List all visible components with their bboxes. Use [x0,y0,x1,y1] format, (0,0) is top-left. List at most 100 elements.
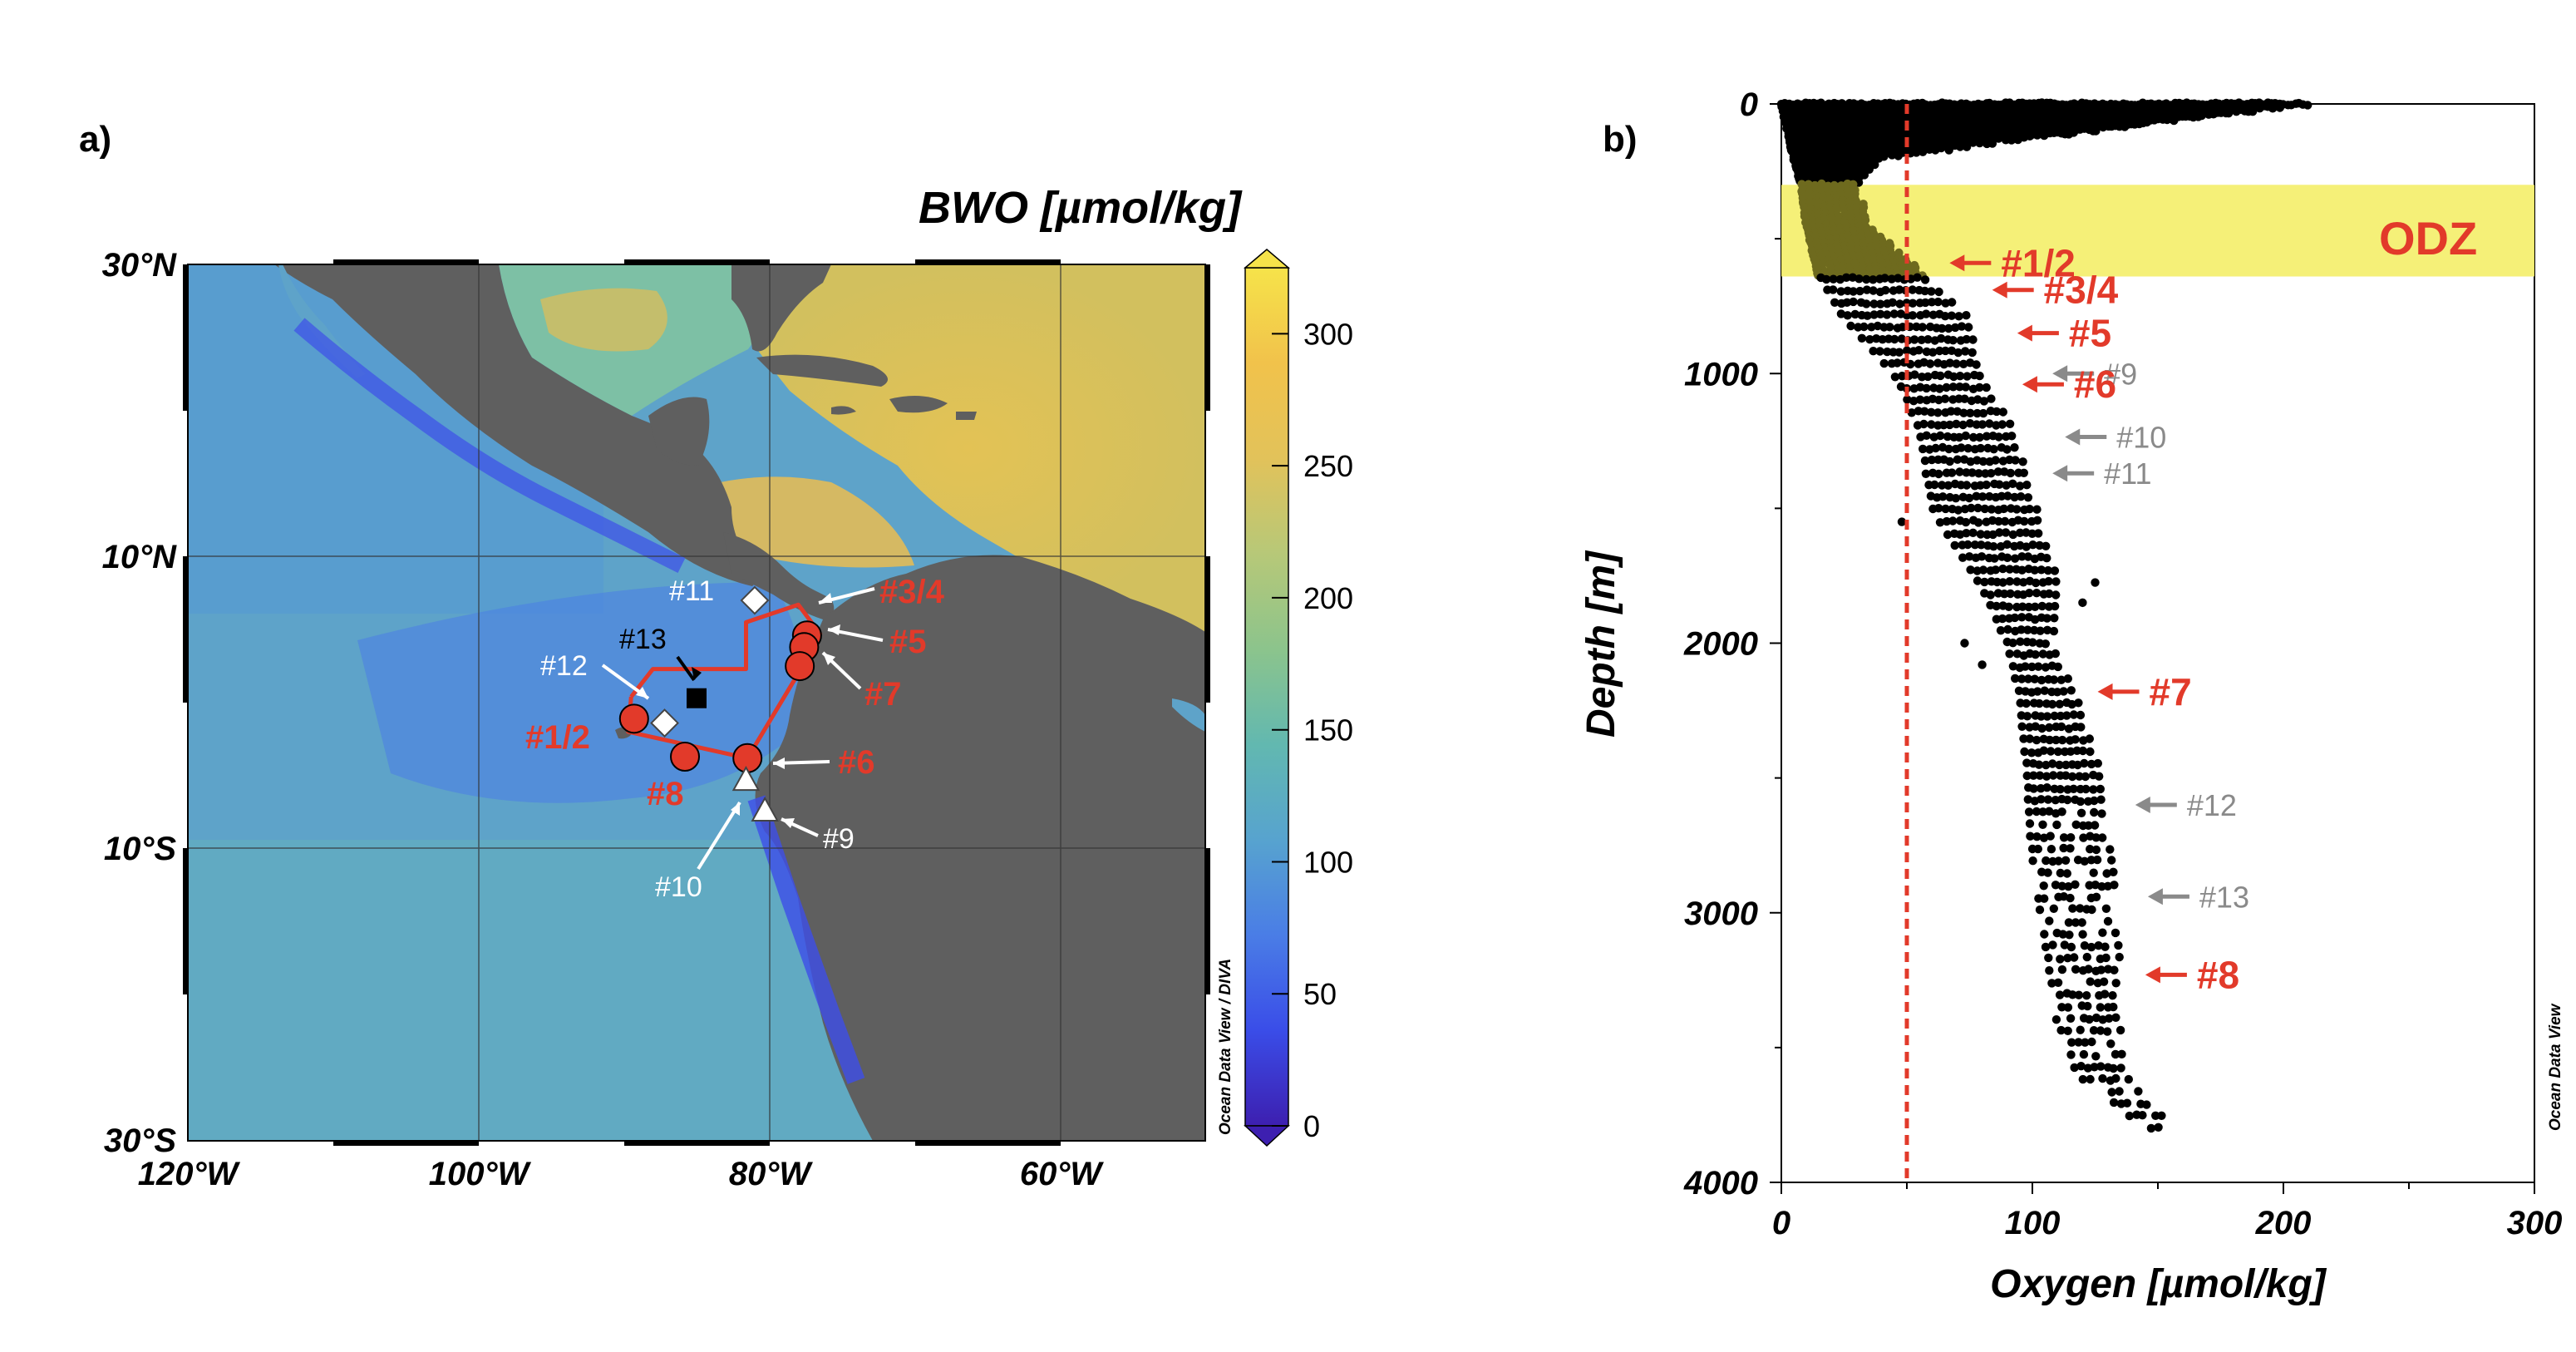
profile-point [2012,577,2022,586]
profile-point [2037,565,2046,575]
profile-point [2008,639,2017,648]
profile-point [2056,785,2065,794]
profile-point [2030,565,2039,575]
profile-point [2017,492,2026,501]
profile-point [2017,722,2027,731]
profile-point [2061,856,2071,866]
label-site-7: #7 [864,676,902,713]
profile-point [2044,953,2053,963]
colorbar-tick-label: 300 [1303,317,1353,351]
profile-point [2038,649,2047,659]
hispaniola [889,396,948,413]
profile-point [1930,480,1939,490]
profile-point [1961,382,1970,392]
profile-point [1920,407,1929,416]
profile-point [1960,394,1969,403]
profile-point [2004,602,2013,611]
profile-point [2022,771,2032,781]
profile-point [2042,554,2051,563]
profile-point [2048,940,2057,950]
profile-point-outlier [1897,517,1907,526]
site-marker-red [670,741,701,772]
depth-arrow-label: #10 [2116,420,2166,454]
profile-point [2066,1014,2076,1024]
profile-point [2027,529,2037,538]
profile-point [1931,443,1940,453]
profile-point [2042,541,2051,550]
profile-point [2071,880,2080,890]
profile-point [2010,492,2019,502]
profile-point [2025,131,2035,141]
profile-point [2025,734,2034,743]
colorbar-tick-label: 50 [1303,977,1337,1011]
profile-point [2224,109,2234,118]
profile-point [1987,505,1997,514]
profile-point [1968,432,1978,442]
profile-point [1952,359,1961,368]
depth-arrow-head [2097,683,2113,700]
profile-point [2002,553,2012,562]
profile-point [2076,904,2085,913]
profile-point [2032,516,2042,525]
profile-point [2066,747,2076,756]
profile-point [2032,832,2042,841]
profile-point [2038,820,2047,829]
profile-point [2078,930,2087,939]
profile-point [2035,771,2045,780]
profile-point [2033,687,2042,696]
profile-point [2096,784,2105,794]
profile-point [1973,408,1982,418]
oxygen-axis-title: Oxygen [µmol/kg] [1990,1262,2327,1306]
profile-point [2134,1087,2143,1096]
profile-point [1994,516,2003,526]
profile-point [2079,1049,2089,1059]
profile-point [2053,662,2062,672]
colorbar-tick-label: 250 [1303,449,1353,483]
profile-point [2078,746,2087,756]
profile-point [1962,142,1972,151]
profile-point [1922,309,1931,318]
profile-point [1957,443,1966,452]
lon-label-100w: 100°W [429,1156,532,1192]
colorbar-ticks: 300 250 200 150 100 50 0 [1272,317,1353,1143]
profile-point [2020,516,2029,526]
profile-point [1869,347,1878,356]
profile-point [1962,311,1971,320]
profile-point [1909,335,1919,344]
profile-point [1862,285,1872,294]
profile-point [2044,576,2053,586]
profile-point [1961,347,1970,356]
profile-point [2082,952,2091,962]
profile-point [2041,942,2051,952]
profile-point [2038,807,2047,817]
profile-point [2051,590,2061,600]
profile-point [2005,577,2014,586]
profile-point [1990,554,1999,563]
colorbar-title: BWO [µmol/kg] [919,183,1243,233]
profile-point [1968,468,1977,477]
profile-point [1951,494,1961,503]
profile-point [1953,455,1963,464]
profile-point [1927,407,1936,417]
profile-point [2035,905,2045,915]
profile-point [1962,334,1971,344]
profile-point [1859,322,1869,332]
profile-point [2096,1003,2105,1012]
profile-point [2023,493,2033,502]
yucatan [648,397,710,466]
mexico-landmass [188,264,765,586]
label-site-13: #13 [619,624,667,655]
profile-point [1968,528,1978,537]
site-annotations: #11 #3/4 #13 #5 #12 #7 #1/2 #6 #8 #9 #10 [525,574,945,903]
profile-point [2110,881,2119,890]
lon-label-60w: 60°W [1020,1156,1104,1192]
profile-point [2005,565,2014,574]
profile-point [2046,831,2055,841]
depth-tick-label: 4000 [1683,1165,1758,1202]
profile-point [2047,699,2057,709]
profile-point [1879,358,1889,368]
profile-point [2047,845,2056,854]
profile-point [2048,771,2058,780]
profile-point [1918,147,1928,156]
